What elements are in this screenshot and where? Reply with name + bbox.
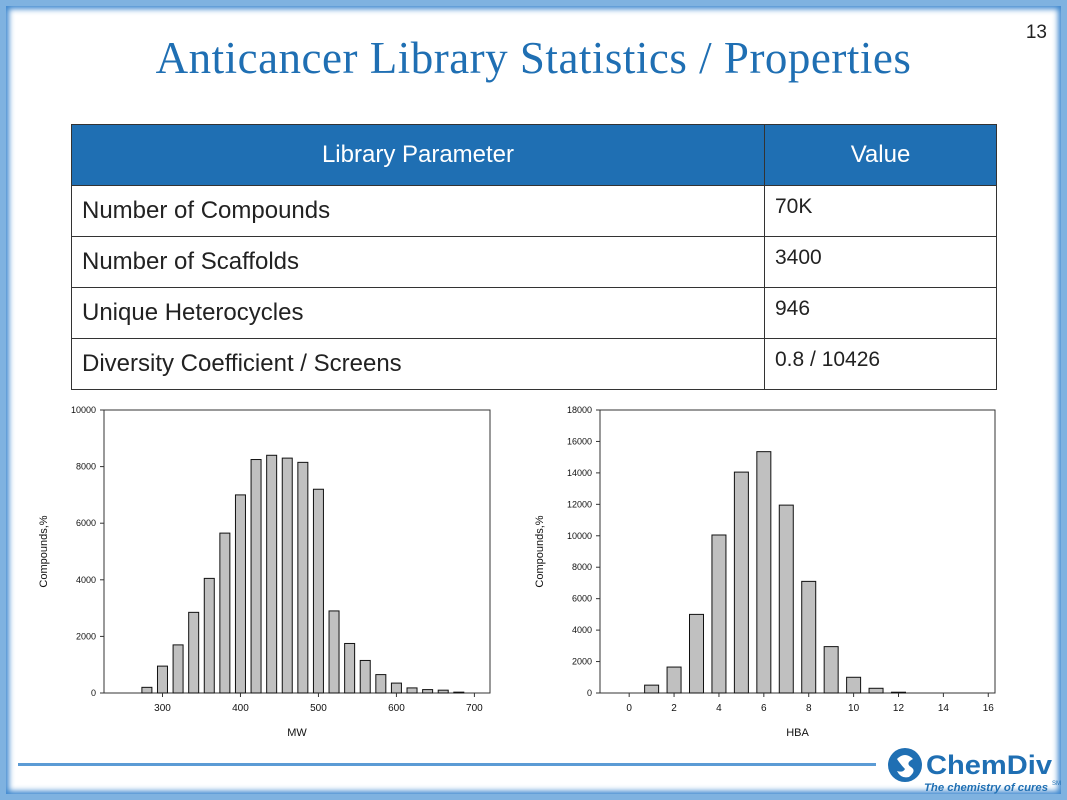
bar xyxy=(203,577,215,694)
logo-name: ChemDiv xyxy=(926,750,1052,780)
cell-value: 70K xyxy=(764,185,997,237)
y-axis-label: Compounds,% xyxy=(38,515,50,587)
bar xyxy=(801,580,817,694)
bar xyxy=(890,691,906,694)
y-tick-label: 8000 xyxy=(76,462,96,472)
header-parameter: Library Parameter xyxy=(71,124,765,186)
bar xyxy=(778,504,794,694)
x-tick-label: 2 xyxy=(671,703,677,714)
table-row: Diversity Coefficient / Screens 0.8 / 104… xyxy=(71,338,997,390)
y-tick-label: 14000 xyxy=(567,468,592,478)
y-tick-label: 2000 xyxy=(572,657,592,667)
y-tick-label: 0 xyxy=(587,688,592,698)
bar xyxy=(219,532,231,694)
logo-service-mark: SM xyxy=(1052,781,1061,787)
bar xyxy=(846,676,862,694)
x-tick-label: 8 xyxy=(806,703,812,714)
x-tick-label: 400 xyxy=(232,703,249,714)
x-tick-label: 500 xyxy=(310,703,327,714)
y-tick-label: 10000 xyxy=(71,405,96,415)
bar xyxy=(250,459,262,694)
bar xyxy=(406,687,418,694)
bar xyxy=(453,691,465,694)
table-header-row: Library Parameter Value xyxy=(71,124,997,186)
bar xyxy=(359,659,371,694)
bar xyxy=(756,451,772,694)
bar xyxy=(437,689,449,694)
bar xyxy=(297,461,309,694)
plot-frame xyxy=(103,409,491,694)
y-tick-label: 4000 xyxy=(572,625,592,635)
bar xyxy=(234,494,246,694)
bar xyxy=(868,687,884,694)
x-tick-label: 4 xyxy=(716,703,722,714)
y-tick-label: 6000 xyxy=(572,594,592,604)
logo-tagline: The chemistry of cures xyxy=(924,782,1048,794)
chart-mw: 300 400 500 600 700 0 2000 4000 6000 8000 10000 MW C… xyxy=(38,405,491,739)
y-tick-label: 10000 xyxy=(567,531,592,541)
x-tick-label: 300 xyxy=(154,703,171,714)
chemdiv-logo: ChemDiv The chemistry of cures SM xyxy=(886,743,1064,795)
bar xyxy=(422,689,434,694)
chart-hba: 0 2 4 6 8 10 12 14 16 0 2000 4000 6000 8000 10000 12000… xyxy=(534,405,996,739)
y-tick-label: 0 xyxy=(91,688,96,698)
y-tick-label: 16000 xyxy=(567,436,592,446)
x-tick-label: 10 xyxy=(848,703,860,714)
y-tick-label: 6000 xyxy=(76,518,96,528)
bar xyxy=(644,684,660,694)
cell-parameter: Unique Heterocycles xyxy=(71,287,765,339)
x-tick-label: 6 xyxy=(761,703,767,714)
table-row: Number of Scaffolds 3400 xyxy=(71,236,997,288)
x-tick-label: 700 xyxy=(466,703,483,714)
cell-parameter: Number of Scaffolds xyxy=(71,236,765,288)
x-axis-label: HBA xyxy=(786,727,809,739)
bar xyxy=(172,644,184,694)
chemdiv-logo-icon: ChemDiv The chemistry of cures SM xyxy=(888,748,1061,794)
bar xyxy=(390,682,402,694)
y-tick-label: 8000 xyxy=(572,562,592,572)
y-tick-label: 4000 xyxy=(76,575,96,585)
bar xyxy=(733,471,749,694)
y-tick-label: 2000 xyxy=(76,631,96,641)
library-table: Library Parameter Value Number of Compou… xyxy=(71,124,997,390)
cell-parameter: Diversity Coefficient / Screens xyxy=(71,338,765,390)
slide-title: Anticancer Library Statistics / Properti… xyxy=(155,33,912,83)
table-row: Number of Compounds 70K xyxy=(71,185,997,237)
bar xyxy=(141,686,153,694)
table-row: Unique Heterocycles 946 xyxy=(71,287,997,339)
cell-value: 3400 xyxy=(764,236,997,288)
plot-frame xyxy=(599,409,996,694)
bar xyxy=(188,611,200,694)
bar xyxy=(312,488,324,694)
bar xyxy=(689,613,705,694)
cell-value: 0.8 / 10426 xyxy=(764,338,997,390)
y-axis-label: Compounds,% xyxy=(534,515,546,587)
bar xyxy=(711,534,727,694)
y-tick-label: 12000 xyxy=(567,499,592,509)
bar xyxy=(266,454,278,694)
x-tick-label: 600 xyxy=(388,703,405,714)
bar xyxy=(344,642,356,694)
x-tick-label: 12 xyxy=(893,703,905,714)
bar xyxy=(328,610,340,694)
bar xyxy=(375,674,387,694)
page-number: 13 xyxy=(1025,22,1047,43)
x-axis-label: MW xyxy=(287,727,307,739)
x-tick-label: 0 xyxy=(626,703,632,714)
cell-parameter: Number of Compounds xyxy=(71,185,765,237)
cell-value: 946 xyxy=(764,287,997,339)
bar xyxy=(156,665,168,694)
x-tick-label: 16 xyxy=(983,703,995,714)
y-tick-label: 18000 xyxy=(567,405,592,415)
bar xyxy=(281,457,293,694)
bar xyxy=(823,646,839,694)
bar xyxy=(666,666,682,694)
footer-line xyxy=(18,763,876,766)
x-tick-label: 14 xyxy=(938,703,950,714)
